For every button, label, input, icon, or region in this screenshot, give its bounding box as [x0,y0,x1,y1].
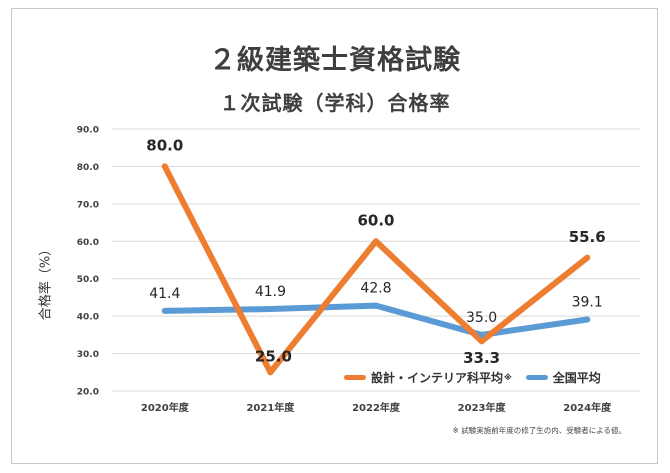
x-tick-label: 2021年度 [246,401,295,414]
legend-item-national: 全国平均 [525,369,601,386]
data-label-design: 25.0 [255,347,292,365]
data-point-design [373,238,379,245]
data-point-national [373,302,379,309]
data-point-national [584,316,591,323]
y-tick-label: 30.0 [77,350,99,360]
y-tick-label: 20.0 [77,388,99,398]
data-label-design: 33.3 [463,349,500,367]
data-point-design [584,254,591,261]
y-tick-label: 60.0 [77,238,99,248]
data-point-design [267,369,274,376]
data-label-national: 35.0 [466,310,497,326]
data-label-national: 41.4 [149,286,180,302]
data-label-national: 42.8 [360,281,391,297]
chart-title: ２級建築士資格試験 [209,45,461,76]
data-point-design [161,163,168,170]
legend-label-design: 設計・インテリア科平均 [371,371,504,385]
y-tick-label: 70.0 [77,200,99,210]
y-tick-label: 40.0 [77,313,99,323]
data-label-national: 41.9 [255,284,286,300]
chart-subtitle: １次試験（学科）合格率 [219,91,451,115]
legend-swatch-national [525,375,548,380]
legend-note-mark: ※ [504,373,512,382]
footnote: ※ 試験実施前年度の修了生の内、受験者による値。 [452,426,626,435]
data-label-national: 39.1 [572,295,603,311]
y-tick-label: 80.0 [77,163,99,173]
x-tick-label: 2024年度 [563,401,612,414]
legend: 設計・インテリア科平均 ※ 全国平均 [340,368,605,387]
data-label-design: 60.0 [357,211,394,229]
y-tick-label: 90.0 [77,126,99,136]
x-tick-label: 2023年度 [458,401,507,414]
y-axis-label: 合格率（%） [38,242,54,321]
data-label-design: 55.6 [569,228,606,246]
data-point-national [267,306,274,313]
legend-item-design: 設計・インテリア科平均 ※ [344,369,512,386]
chart-frame [11,8,658,464]
legend-swatch-design [344,375,366,380]
data-point-design [478,338,485,345]
data-point-national [478,331,485,338]
legend-label-national: 全国平均 [552,371,601,385]
data-label-design: 80.0 [146,136,183,154]
x-tick-label: 2020年度 [141,401,190,414]
data-point-national [161,307,168,314]
series-line-design [161,163,591,376]
y-tick-label: 50.0 [77,275,99,285]
x-tick-label: 2022年度 [352,401,401,414]
